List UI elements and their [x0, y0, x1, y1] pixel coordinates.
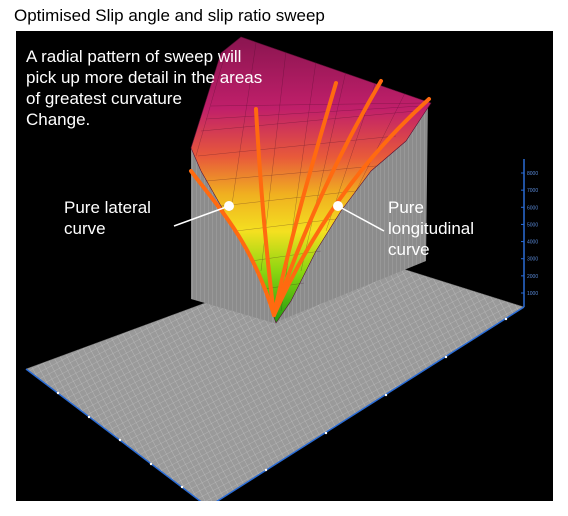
axis-front-right — [216, 306, 525, 501]
sweep-curve-3 — [272, 81, 338, 317]
label-line: curve — [388, 240, 430, 259]
axis-tick-label: 3000 — [527, 257, 538, 263]
sweep-curve-longitudinal — [272, 97, 431, 317]
surface-plot-panel: 8000 7000 6000 5000 4000 3000 2000 1000 A radia… — [16, 31, 553, 501]
axis-tick-marks — [56, 317, 508, 489]
label-line: longitudinal — [388, 219, 475, 238]
explanation-note: A radial pattern of sweep will pick up m… — [26, 46, 326, 130]
axis-tick-label: 4000 — [527, 240, 538, 246]
lateral-pointer-dot — [224, 201, 234, 211]
axis-tick-label: 1000 — [527, 291, 538, 297]
lateral-pointer-line — [173, 205, 230, 227]
note-line: Change. — [26, 110, 91, 129]
note-line: A radial pattern of sweep will — [26, 47, 242, 66]
note-line: of greatest curvature — [26, 89, 182, 108]
note-line: pick up more detail in the areas — [26, 68, 263, 87]
axis-tick-label: 8000 — [527, 171, 538, 177]
longitudinal-pointer-line — [337, 205, 385, 232]
axis-tick-labels: 8000 7000 6000 5000 4000 3000 2000 1000 — [521, 171, 538, 297]
longitudinal-pointer-dot — [333, 201, 343, 211]
axis-tick-label: 2000 — [527, 274, 538, 280]
axis-tick-label: 6000 — [527, 205, 538, 211]
page-title: Optimised Slip angle and slip ratio swee… — [14, 6, 325, 25]
left-wall — [191, 148, 274, 323]
sweep-curves — [189, 79, 431, 317]
surface-plot: 8000 7000 6000 5000 4000 3000 2000 1000 — [25, 36, 538, 501]
label-line: Pure — [388, 198, 424, 217]
sweep-curve-4 — [272, 79, 383, 317]
axis-tick-label: 7000 — [527, 188, 538, 194]
label-line: Pure lateral — [64, 198, 151, 217]
pure-longitudinal-label: Pure longitudinal curve — [388, 197, 474, 260]
pure-lateral-label: Pure lateral curve — [64, 197, 151, 239]
axis-tick-label: 5000 — [527, 222, 538, 228]
sweep-curve-lateral — [189, 169, 276, 317]
axis-front-left — [25, 368, 202, 501]
sweep-curve-2 — [254, 107, 276, 317]
axes — [25, 159, 525, 501]
label-line: curve — [64, 219, 106, 238]
